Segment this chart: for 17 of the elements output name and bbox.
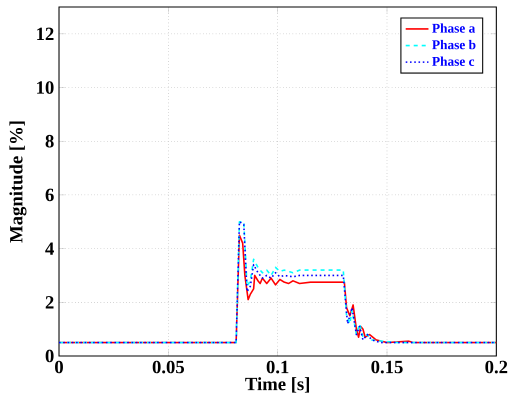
y-tick-label: 12	[37, 28, 54, 40]
y-tick-label: 10	[37, 81, 54, 94]
x-tick-label: 0.05	[152, 360, 184, 374]
y-tick-label: 4	[45, 242, 54, 255]
y-tick-label: 8	[46, 134, 54, 148]
y-tick-label: 2	[46, 296, 54, 308]
x-tick-label: 0.15	[371, 360, 403, 374]
legend-label: Phase a	[432, 23, 476, 33]
x-tick-label: 0.1	[266, 360, 288, 374]
x-tick-label: 0.2	[485, 360, 508, 374]
legend-label: Phase b	[432, 40, 476, 50]
legend-label: Phase c	[432, 56, 474, 66]
y-axis-title: Magnitude [%]	[9, 121, 26, 243]
x-tick-label: 0	[55, 360, 63, 374]
y-tick-label: 0	[46, 350, 54, 362]
y-tick-label: 6	[46, 188, 54, 202]
x-axis-title: Time [s]	[245, 377, 310, 393]
